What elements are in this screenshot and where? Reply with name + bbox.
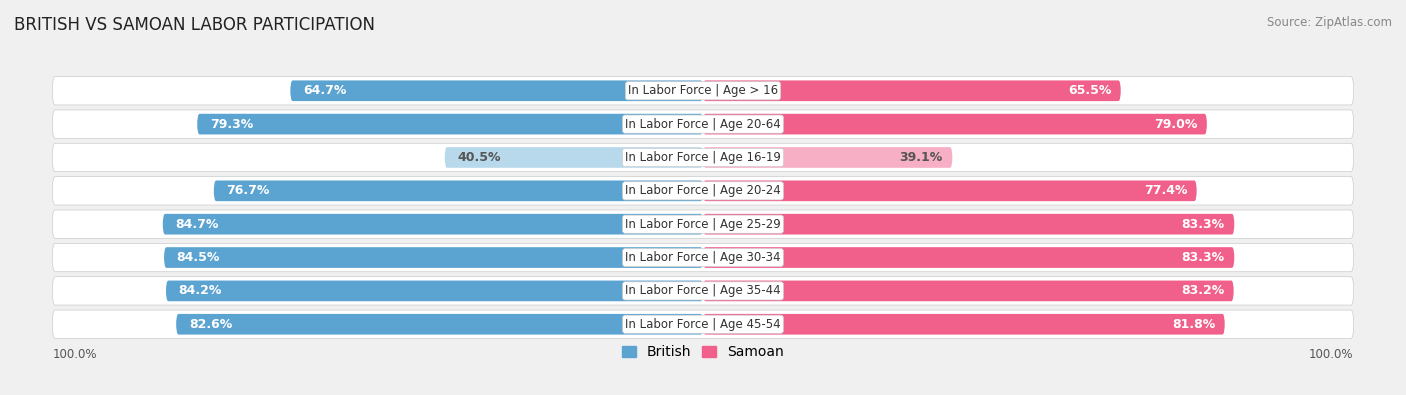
FancyBboxPatch shape (52, 310, 1354, 339)
Text: 79.3%: 79.3% (209, 118, 253, 131)
FancyBboxPatch shape (703, 147, 952, 168)
Text: 84.7%: 84.7% (176, 218, 219, 231)
Text: In Labor Force | Age 20-64: In Labor Force | Age 20-64 (626, 118, 780, 131)
FancyBboxPatch shape (163, 214, 703, 235)
FancyBboxPatch shape (166, 280, 703, 301)
FancyBboxPatch shape (703, 81, 1121, 101)
Text: 40.5%: 40.5% (457, 151, 501, 164)
Text: 64.7%: 64.7% (304, 84, 346, 97)
FancyBboxPatch shape (703, 181, 1197, 201)
FancyBboxPatch shape (197, 114, 703, 134)
Text: 84.2%: 84.2% (179, 284, 222, 297)
FancyBboxPatch shape (165, 247, 703, 268)
FancyBboxPatch shape (176, 314, 703, 335)
FancyBboxPatch shape (703, 314, 1225, 335)
FancyBboxPatch shape (52, 143, 1354, 172)
Text: 79.0%: 79.0% (1154, 118, 1198, 131)
Text: In Labor Force | Age > 16: In Labor Force | Age > 16 (628, 84, 778, 97)
Text: In Labor Force | Age 16-19: In Labor Force | Age 16-19 (626, 151, 780, 164)
Text: 84.5%: 84.5% (177, 251, 221, 264)
Text: In Labor Force | Age 45-54: In Labor Force | Age 45-54 (626, 318, 780, 331)
Text: Source: ZipAtlas.com: Source: ZipAtlas.com (1267, 16, 1392, 29)
FancyBboxPatch shape (703, 247, 1234, 268)
Text: 82.6%: 82.6% (188, 318, 232, 331)
Text: BRITISH VS SAMOAN LABOR PARTICIPATION: BRITISH VS SAMOAN LABOR PARTICIPATION (14, 16, 375, 34)
Text: 100.0%: 100.0% (1309, 348, 1354, 361)
Text: In Labor Force | Age 30-34: In Labor Force | Age 30-34 (626, 251, 780, 264)
Text: 81.8%: 81.8% (1173, 318, 1215, 331)
FancyBboxPatch shape (52, 110, 1354, 138)
Text: 83.3%: 83.3% (1181, 218, 1225, 231)
FancyBboxPatch shape (52, 243, 1354, 272)
Legend: British, Samoan: British, Samoan (616, 340, 790, 365)
Text: In Labor Force | Age 20-24: In Labor Force | Age 20-24 (626, 184, 780, 198)
Text: 77.4%: 77.4% (1143, 184, 1187, 198)
Text: 83.2%: 83.2% (1181, 284, 1225, 297)
FancyBboxPatch shape (52, 210, 1354, 238)
Text: 100.0%: 100.0% (52, 348, 97, 361)
Text: 76.7%: 76.7% (226, 184, 270, 198)
FancyBboxPatch shape (214, 181, 703, 201)
FancyBboxPatch shape (52, 177, 1354, 205)
Text: In Labor Force | Age 35-44: In Labor Force | Age 35-44 (626, 284, 780, 297)
FancyBboxPatch shape (703, 114, 1206, 134)
FancyBboxPatch shape (52, 277, 1354, 305)
FancyBboxPatch shape (444, 147, 703, 168)
Text: 65.5%: 65.5% (1069, 84, 1111, 97)
FancyBboxPatch shape (703, 280, 1233, 301)
Text: In Labor Force | Age 25-29: In Labor Force | Age 25-29 (626, 218, 780, 231)
Text: 83.3%: 83.3% (1181, 251, 1225, 264)
FancyBboxPatch shape (52, 77, 1354, 105)
FancyBboxPatch shape (290, 81, 703, 101)
FancyBboxPatch shape (703, 214, 1234, 235)
Text: 39.1%: 39.1% (900, 151, 943, 164)
